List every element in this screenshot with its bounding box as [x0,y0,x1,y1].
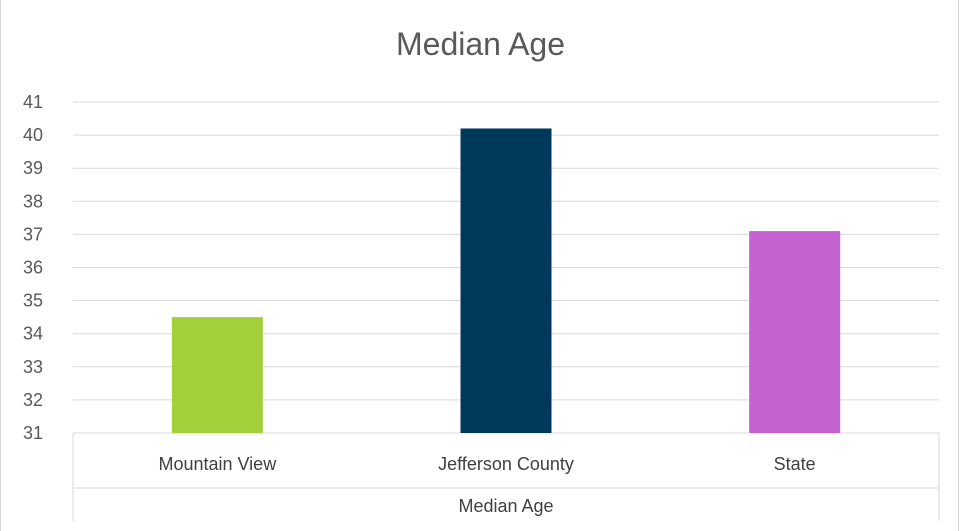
x-tick-label: Mountain View [158,454,277,474]
y-tick-label: 41 [23,92,43,112]
y-tick-label: 32 [23,390,43,410]
y-tick-label: 38 [23,191,43,211]
y-tick-label: 35 [23,291,43,311]
y-tick-label: 33 [23,357,43,377]
group-label: Median Age [458,496,553,516]
bar [749,231,841,433]
y-tick-label: 40 [23,125,43,145]
y-tick-label: 31 [23,423,43,443]
x-tick-label: Jefferson County [438,454,574,474]
x-tick-label: State [774,454,816,474]
bar [460,128,552,434]
chart-title: Median Age [395,26,565,62]
bar [171,317,263,433]
y-tick-label: 34 [23,324,43,344]
y-tick-label: 39 [23,158,43,178]
y-tick-label: 36 [23,258,43,278]
y-tick-label: 37 [23,224,43,244]
